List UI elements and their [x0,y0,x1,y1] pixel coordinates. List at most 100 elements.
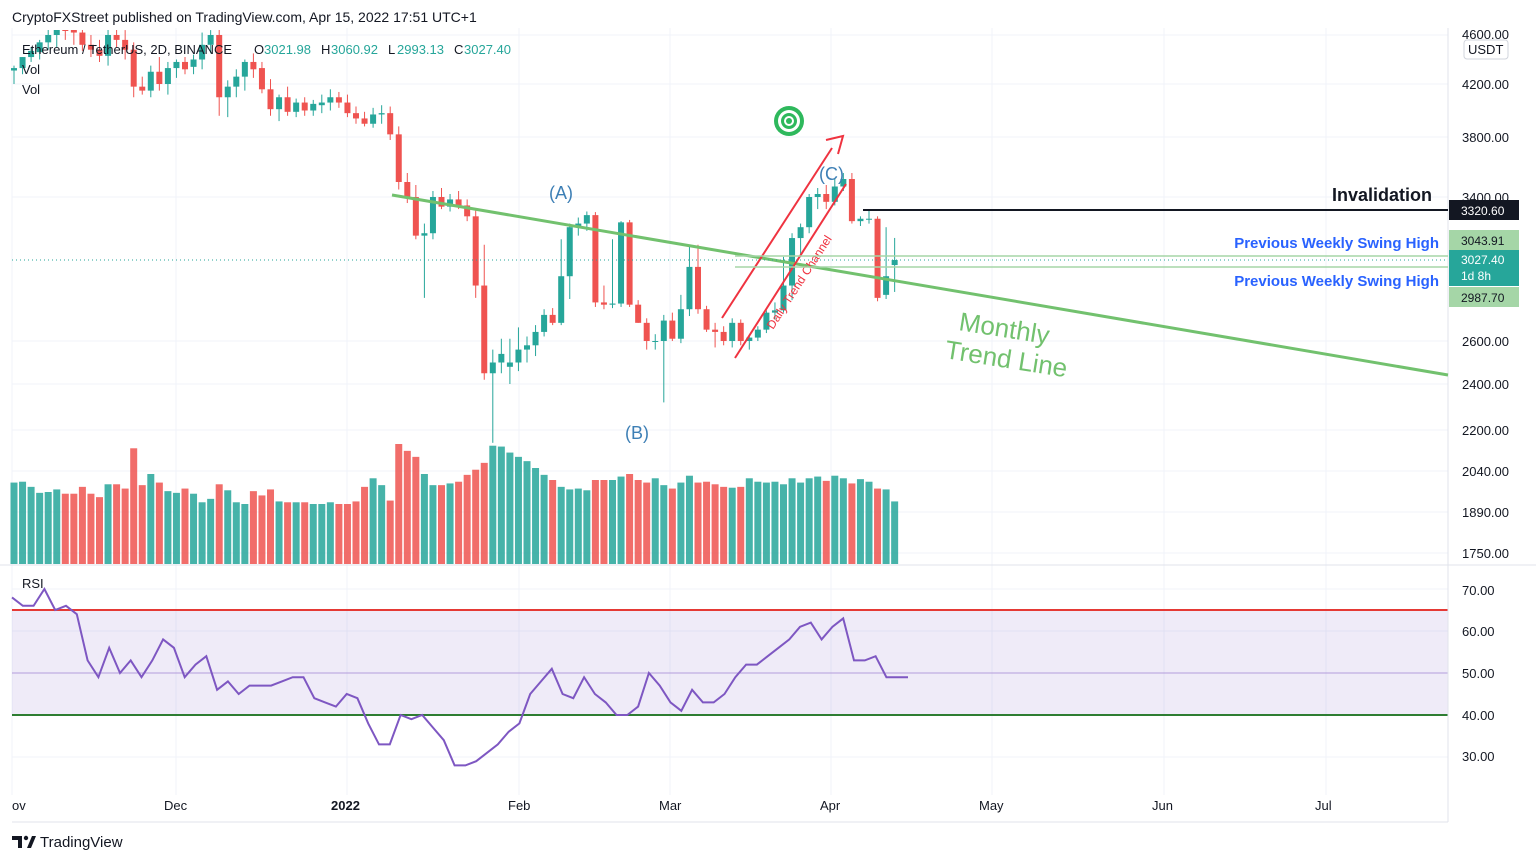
candle [532,325,539,357]
symbol-title[interactable]: Ethereum / TetherUS, 2D, BINANCE [22,42,232,57]
candle [173,59,180,78]
current-price-badge [1449,250,1519,286]
candle-body [874,218,881,298]
candle-body [310,103,317,111]
candle [703,305,710,332]
volume-bar [78,486,86,564]
candle-body [276,97,283,110]
candle-body [677,309,684,339]
candle [891,237,898,292]
candle [695,244,701,314]
rsi-tick: 50.00 [1462,666,1495,681]
volume-bar [540,474,548,564]
volume-bar [113,484,121,564]
volume-bar [685,475,693,564]
candle [737,319,744,346]
time-tick: Apr [820,798,841,813]
candle-body [301,102,308,111]
volume-bar [147,474,155,564]
candle [806,194,813,234]
candle [327,89,334,111]
candle [677,294,684,344]
candle [592,212,599,307]
volume-bar [438,485,445,564]
volume-bar [104,484,112,564]
currency-box[interactable] [1463,39,1509,60]
candle [763,310,770,334]
candle [130,42,137,98]
volume-bar [780,484,787,564]
price-axis: 4600.00 4200.00 3800.00 3400.00 2600.00 … [1462,27,1509,561]
vol-label-2[interactable]: Vol [22,82,40,97]
invalidation-badge-text: 3320.60 [1461,204,1505,218]
candle [216,30,223,116]
candle [720,326,727,346]
volume-bar [155,482,163,564]
volume-bar [70,493,78,564]
volume-bar [557,486,565,564]
channel-lower-line [734,183,847,359]
candle-body [848,179,855,222]
candle-body [891,260,898,266]
channel-label: Daily Trend Channel [764,233,835,332]
rsi-tick: 60.00 [1462,624,1495,639]
price-tick: 3800.00 [1462,130,1509,145]
candle-body [746,337,753,341]
candle-body [814,194,821,197]
candle-body [737,322,744,341]
candle-body [404,182,411,197]
price-tick: 4200.00 [1462,77,1509,92]
time-tick: May [979,798,1004,813]
volume-bar [403,450,411,564]
volume-bar [634,480,642,564]
swing-high-badge-2-text: 2987.70 [1461,291,1505,305]
candle-body [524,345,530,350]
volume-bar [36,492,44,564]
volume-bar [643,482,651,564]
candle-body [233,76,240,87]
volume-bar [215,484,223,564]
candle-body [19,57,26,69]
volume-bar [326,502,334,564]
ohlc-o-label: O [254,42,264,57]
volume-bar [745,478,753,564]
ohlc-l-value: 2993.13 [397,42,444,57]
tradingview-logo[interactable]: TradingView [12,834,123,851]
time-tick: 2022 [331,798,360,813]
rsi-label[interactable]: RSI [22,576,44,591]
candle [284,86,291,116]
candle [635,300,642,323]
ohlc-c-label: C [454,42,463,57]
candle [276,94,283,122]
candle [139,76,146,95]
candle-body [549,314,556,323]
candle [498,338,505,374]
candle-body [472,216,479,286]
volume-bar [301,502,309,564]
candle [370,107,377,128]
volume-bar [309,504,317,564]
time-tick: ov [12,798,26,813]
candle-body [96,49,103,56]
candle [729,318,736,348]
candle [105,30,112,66]
volume-bar [480,462,488,564]
vol-label-1[interactable]: Vol [22,62,40,77]
candle [464,199,471,222]
candle-body [771,310,778,313]
candle-body [823,194,830,202]
candle-body [695,266,701,310]
candle-body [626,222,633,305]
volume-bar [805,478,813,564]
candle [626,219,633,307]
volume-bar [10,482,18,564]
volume-bar [463,474,471,564]
volume-bar [395,444,403,564]
candle-body [258,68,265,90]
candle-body [216,35,223,98]
candle [686,244,693,317]
volume-bar [651,478,659,564]
candle-body [635,304,642,323]
time-tick: Feb [508,798,530,813]
volume-bar [121,488,129,564]
